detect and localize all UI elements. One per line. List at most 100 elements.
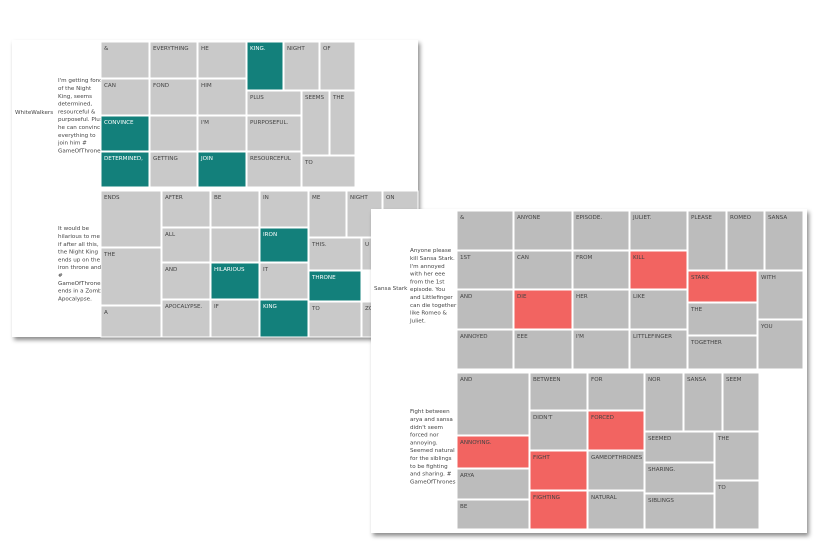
- tweet-line: #: [58, 273, 63, 279]
- word-label: NATURAL: [591, 495, 618, 501]
- word-label: U: [365, 242, 369, 248]
- word-label: A: [104, 310, 108, 316]
- word-label: TO: [311, 306, 320, 312]
- word-tile: [197, 115, 247, 152]
- word-tile: [572, 210, 630, 251]
- tweet-line: like Romeo &: [410, 311, 448, 317]
- word-tile: [197, 78, 247, 116]
- tweet-line: from the 1st: [410, 279, 445, 285]
- word-tile: [100, 115, 150, 152]
- tweet-line: can die together: [410, 303, 457, 309]
- word-tile: [246, 151, 302, 188]
- word-label: ZO: [365, 306, 374, 312]
- word-tile: [687, 270, 758, 303]
- word-label: ENDS: [104, 195, 120, 201]
- word-label: EVERYTHING: [153, 46, 189, 52]
- word-label: BETWEEN: [533, 377, 561, 383]
- word-tile: [308, 301, 362, 338]
- tweet-line: Anyone please: [410, 248, 452, 254]
- word-tile: [210, 299, 260, 338]
- word-tile: [687, 210, 727, 271]
- tweet-line: Seemed natural: [410, 448, 455, 454]
- tweet-line: Fight between: [410, 409, 450, 415]
- word-label: FOR: [591, 377, 603, 383]
- tweet-line: kill Sansa Stark.: [410, 256, 455, 262]
- word-label: KILL: [633, 255, 645, 261]
- word-label: AND: [460, 377, 472, 383]
- word-tile: [644, 462, 715, 494]
- tweet-line: and Littlefinger: [410, 295, 453, 301]
- word-tile: [587, 450, 645, 491]
- word-tile: [644, 372, 684, 432]
- word-label: ON: [386, 195, 395, 201]
- word-label: IT: [263, 267, 269, 273]
- word-label: STARK: [691, 275, 709, 281]
- tweet-line: arya and sansa: [410, 417, 453, 423]
- row-label: Sansa Stark: [374, 286, 408, 292]
- word-tile: [283, 41, 320, 91]
- word-tile: [456, 499, 530, 530]
- word-tile: [246, 115, 302, 152]
- word-tile: [246, 90, 302, 116]
- word-label: FIGHT: [533, 455, 550, 461]
- tweet-line: ends in a Zombie: [58, 289, 107, 295]
- word-tile: [259, 190, 309, 228]
- word-label: IRON: [263, 232, 277, 238]
- word-label: HER: [576, 294, 588, 300]
- word-tile: [149, 151, 198, 188]
- word-tile: [100, 151, 150, 188]
- tweet-line: I'm getting fond: [58, 78, 103, 84]
- word-label: LITTLEFINGER: [633, 334, 672, 340]
- word-label: DETERMINED,: [104, 156, 143, 162]
- word-tile: [301, 90, 330, 156]
- word-label: FORCED: [591, 415, 614, 421]
- word-tile: [714, 431, 760, 481]
- panel: Sansa Stark Anyone please kill Sansa Stark…: [371, 209, 807, 533]
- word-label: AND: [460, 294, 472, 300]
- word-tile: [722, 372, 760, 432]
- word-label: WITH: [761, 275, 776, 281]
- word-label: ANYONE: [517, 215, 541, 221]
- word-tile: [308, 270, 362, 302]
- word-label: ANNOYING.: [460, 440, 492, 446]
- word-label: EPISODE.: [576, 215, 602, 221]
- word-label: KING.: [250, 46, 266, 52]
- word-tile: [456, 468, 530, 500]
- word-label: THE: [690, 307, 703, 313]
- word-tile: [529, 410, 588, 451]
- word-label: PLUS: [250, 95, 264, 101]
- word-label: EEE: [517, 334, 528, 340]
- panel: WhiteWalkers I'm getting fond of the Night…: [12, 40, 419, 338]
- tweet-line: if after all this,: [58, 242, 99, 248]
- word-label: BE: [460, 504, 468, 510]
- word-label: HILARIOUS: [214, 267, 245, 273]
- word-label: TOGETHER: [690, 340, 722, 346]
- word-label: SIBLINGS: [648, 498, 674, 504]
- tweet-line: I'm annoyed: [410, 264, 445, 270]
- word-tile: [197, 41, 247, 79]
- tweet-line: episode. You: [410, 287, 446, 293]
- tweet-line: King, seems: [58, 94, 92, 100]
- word-label: FIGHTING: [533, 495, 560, 501]
- word-label: TO: [304, 160, 313, 166]
- word-label: &: [460, 215, 465, 221]
- word-label: NIGHT: [350, 195, 368, 201]
- tweet-line: Juliet.: [409, 318, 426, 324]
- word-label: THE: [717, 436, 730, 442]
- word-tile: [757, 270, 804, 320]
- word-tile: [572, 289, 630, 330]
- word-tile: [161, 190, 211, 228]
- word-tile: [529, 372, 588, 411]
- tweet-line: determined,: [58, 102, 92, 108]
- word-tile: [100, 41, 150, 79]
- word-tile: [513, 250, 573, 290]
- word-label: OF: [323, 46, 331, 52]
- word-tile: [513, 289, 573, 330]
- tweet-line: It would be: [58, 226, 90, 232]
- word-tile: [687, 302, 758, 336]
- tweet-line: iron throne and: [58, 265, 102, 271]
- word-tile: [308, 190, 347, 238]
- word-label: NIGHT: [287, 46, 305, 52]
- word-tile: [100, 247, 162, 306]
- word-tile: [197, 151, 247, 188]
